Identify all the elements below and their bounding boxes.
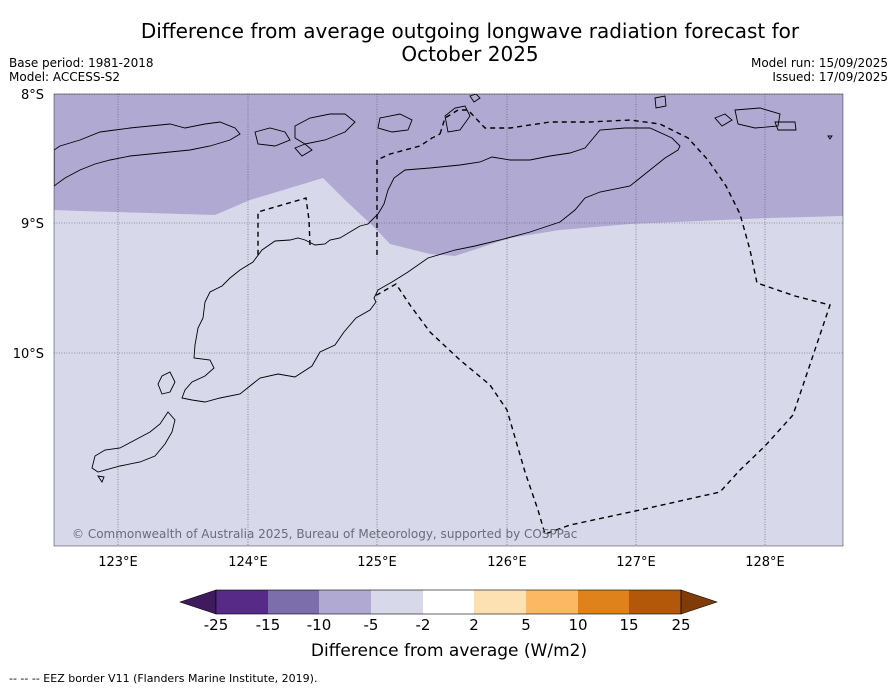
issued-date: Issued: 17/09/2025	[772, 70, 888, 84]
colorbar-tick: 2	[469, 616, 479, 634]
colorbar-segment-4	[371, 590, 423, 614]
island-wetar	[444, 105, 471, 133]
model-name: Model: ACCESS-S2	[9, 70, 121, 84]
colorbar-segment-2	[268, 590, 319, 614]
colorbar-title: Difference from average (W/m2)	[310, 641, 588, 661]
island-sermata	[827, 135, 833, 140]
base-period-info: Base period: 1981-2018 Model: ACCESS-S2	[9, 56, 154, 84]
colorbar-tick: 15	[619, 616, 638, 634]
lon-label-125e: 125°E	[357, 555, 397, 570]
island-leti	[714, 113, 733, 127]
colorbar-extend-low	[179, 589, 217, 615]
colorbar-segment-9	[629, 590, 681, 614]
timor-island	[181, 127, 681, 403]
coastlines	[54, 94, 833, 483]
colorbar-tick: 5	[521, 616, 531, 634]
colorbar-tick: -10	[307, 616, 332, 634]
island-alor	[377, 113, 413, 133]
lat-label-8s: 8°S	[21, 88, 44, 103]
rote-island	[91, 411, 176, 473]
colorbar-extend-high	[680, 589, 718, 615]
lat-label-9s: 9°S	[21, 217, 44, 232]
island-lembata	[294, 113, 356, 145]
colorbar-tick: -25	[204, 616, 229, 634]
colorbar-tick: 25	[671, 616, 690, 634]
base-period: Base period: 1981-2018	[9, 56, 154, 70]
lon-label-127e: 127°E	[616, 555, 656, 570]
lon-label-123e: 123°E	[98, 555, 138, 570]
colorbar-segment-6	[474, 590, 526, 614]
model-run: Model run: 15/09/2025	[750, 56, 888, 70]
semau-island	[157, 371, 176, 395]
eez-footnote: -- -- -- EEZ border V11 (Flanders Marine…	[9, 672, 318, 685]
island-romang	[654, 95, 667, 109]
colorbar-tick: -2	[416, 616, 431, 634]
lat-label-10s: 10°S	[13, 347, 44, 362]
island-atauro	[469, 94, 481, 103]
copyright-notice: © Commonwealth of Australia 2025, Bureau…	[72, 527, 577, 541]
lon-label-128e: 128°E	[745, 555, 785, 570]
island-kisar	[734, 107, 781, 129]
island-solor	[254, 127, 291, 147]
colorbar-tick: -15	[256, 616, 281, 634]
colorbar-tick: -5	[364, 616, 379, 634]
colorbar-segment-7	[526, 590, 578, 614]
map-title: Difference from average outgoing longwav…	[140, 19, 800, 66]
model-run-info: Model run: 15/09/2025 Issued: 17/09/2025	[751, 56, 888, 84]
anomaly-field-medium	[54, 94, 843, 256]
colorbar-segment-5	[423, 590, 474, 614]
island-moa	[774, 121, 797, 131]
colorbar-segment-3	[319, 590, 371, 614]
colorbar-segment-8	[578, 590, 629, 614]
map-frame	[53, 93, 844, 547]
lon-label-126e: 126°E	[487, 555, 527, 570]
colorbar	[179, 589, 718, 615]
eez-border	[257, 109, 831, 535]
colorbar-tick: 10	[568, 616, 587, 634]
island-pantar	[294, 143, 313, 157]
lon-label-124e: 124°E	[228, 555, 268, 570]
small-island-ndao	[97, 475, 105, 483]
colorbar-segment-1	[216, 590, 268, 614]
flores-island	[54, 121, 241, 187]
